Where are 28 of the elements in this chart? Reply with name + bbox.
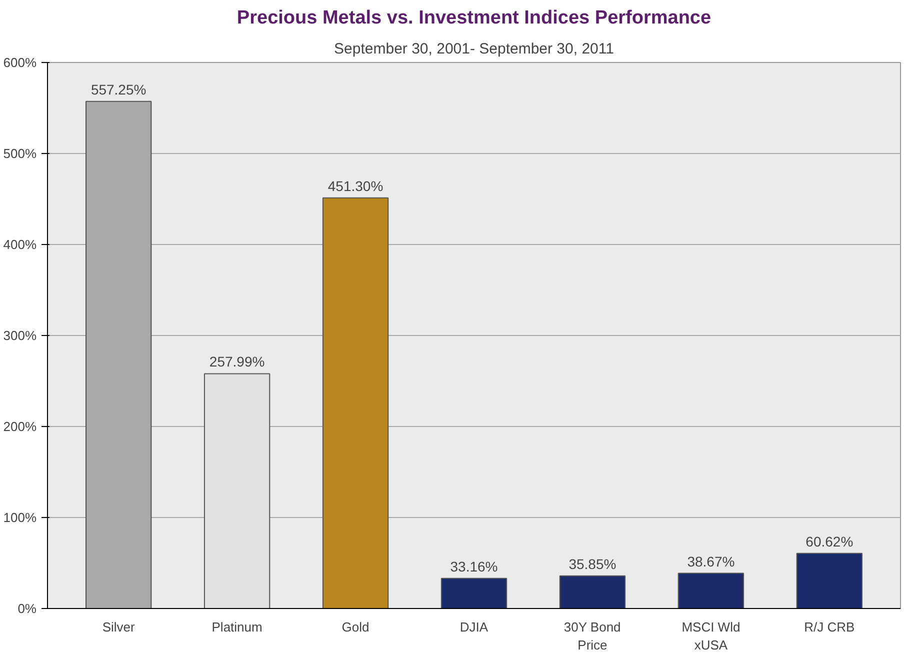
data-label: 38.67% [687, 553, 735, 570]
x-tick-label: Silver [102, 620, 136, 634]
chart-subtitle: September 30, 2001- September 30, 2011 [334, 40, 614, 58]
bar [678, 572, 744, 608]
x-tick-label: R/J CRB [804, 620, 855, 634]
data-label: 33.16% [450, 558, 498, 574]
bar [322, 197, 389, 608]
bar [440, 578, 508, 608]
x-tick-label: DJIA [460, 620, 488, 634]
bar [796, 552, 862, 608]
y-tick-label: 0% [18, 601, 37, 616]
x-tick-label: 30Y Bond Price [564, 620, 621, 652]
y-tick-label: 300% [3, 328, 37, 343]
data-label: 557.25% [90, 81, 146, 98]
y-tick-label: 600% [3, 55, 37, 70]
data-label: 257.99% [209, 354, 265, 370]
bar [559, 575, 626, 608]
y-tick-label: 100% [3, 510, 37, 525]
y-tick-label: 400% [3, 237, 37, 252]
data-label: 60.62% [806, 533, 854, 550]
x-tick-label: MSCI Wld xUSA [682, 620, 740, 652]
x-tick-label: Platinum [212, 620, 262, 634]
chart-title: Precious Metals vs. Investment Indices Performance [236, 8, 712, 28]
x-tick-label: Gold [342, 620, 370, 634]
y-tick-label: 500% [3, 146, 37, 161]
data-label: 35.85% [568, 556, 616, 572]
y-tick-label: 200% [3, 419, 37, 434]
data-label: 451.30% [328, 178, 384, 194]
